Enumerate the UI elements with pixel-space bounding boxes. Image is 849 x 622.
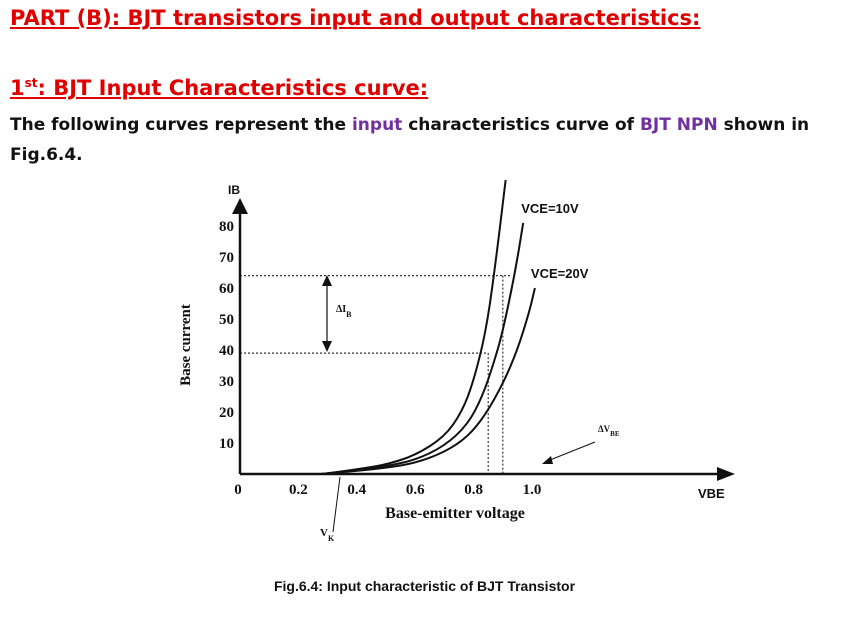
x-tick-label: 0.8 <box>464 482 483 498</box>
input-characteristics-chart: IB VBE Base current Base-emitter voltage… <box>178 180 735 543</box>
delta-ib-main: ΔI <box>336 304 346 315</box>
highlight-bjt-npn: BJT NPN <box>639 115 718 135</box>
y-tick-label: 40 <box>219 343 234 359</box>
y-tick-label: 80 <box>219 219 234 235</box>
x-axis-title: VBE <box>698 486 725 501</box>
y-axis-title: IB <box>228 183 240 197</box>
section-ordinal: st <box>24 76 38 90</box>
intro-paragraph: The following curves represent the input… <box>10 110 840 170</box>
para-part-3: shown in Fig.6.4. <box>10 115 810 165</box>
y-tick-label: 30 <box>219 374 234 390</box>
section-heading: 1st: BJT Input Characteristics curve: <box>10 76 428 100</box>
y-axis-arrow <box>232 198 248 214</box>
highlight-input: input <box>351 115 403 135</box>
delta-vbe-pointer <box>544 441 596 463</box>
part-heading: PART (B): BJT transistors input and outp… <box>10 6 701 30</box>
vk-main: V <box>320 527 328 539</box>
curve-vce-10v <box>321 222 525 475</box>
para-part-1: The following curves represent the <box>10 115 352 135</box>
x-tick-label: 0.4 <box>347 482 366 498</box>
x-tick-label: 0.2 <box>289 482 308 498</box>
y-tick-label: 60 <box>219 281 234 297</box>
x-axis-arrow <box>717 467 735 481</box>
delta-vbe-sub: BE <box>610 430 620 438</box>
y-tick-label: 10 <box>219 436 234 452</box>
y-tick-label: 70 <box>219 250 234 266</box>
delta-ib-arrowhead-top <box>322 275 332 286</box>
y-tick-label: 50 <box>219 312 234 328</box>
section-number: 1 <box>10 76 25 100</box>
delta-ib-label: ΔIB <box>336 304 352 319</box>
delta-ib-arrowhead-bottom <box>322 341 332 352</box>
figure-caption: Fig.6.4: Input characteristic of BJT Tra… <box>273 578 576 594</box>
delta-vbe-label: ΔVBE <box>598 424 620 438</box>
para-part-2: characteristics curve of <box>402 115 640 135</box>
section-title: : BJT Input Characteristics curve: <box>37 76 429 100</box>
vk-pointer <box>332 476 341 533</box>
delta-ib-sub: B <box>346 310 352 319</box>
series-label: VCE=20V <box>531 266 589 281</box>
curve-vce-0v <box>321 180 507 475</box>
delta-vbe-pointer-head <box>542 456 553 464</box>
vk-sub: K <box>328 534 335 543</box>
x-axis-label: Base-emitter voltage <box>385 505 525 522</box>
x-tick-label: 0 <box>234 482 242 498</box>
x-tick-label: 1.0 <box>523 482 542 498</box>
y-tick-label: 20 <box>219 405 234 421</box>
x-tick-label: 0.6 <box>406 482 425 498</box>
y-axis-label: Base current <box>178 304 194 386</box>
series-label: VCE=10V <box>521 201 579 216</box>
curve-vce-20v <box>321 287 536 475</box>
delta-vbe-main: ΔV <box>598 424 611 434</box>
vk-label: VK <box>320 527 335 543</box>
